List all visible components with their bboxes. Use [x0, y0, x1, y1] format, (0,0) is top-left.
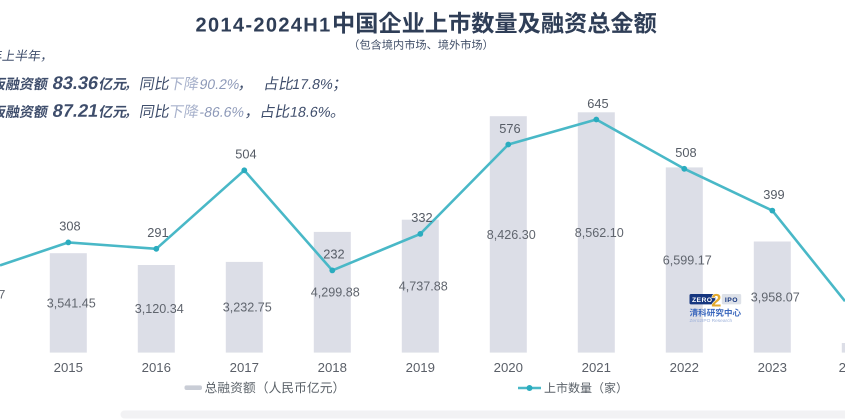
svg-text:2019: 2019 [406, 360, 435, 375]
svg-text:6,599.17: 6,599.17 [663, 253, 712, 267]
svg-text:8,562.10: 8,562.10 [575, 226, 624, 240]
svg-text:3,232.75: 3,232.75 [223, 301, 272, 315]
svg-text:2016: 2016 [142, 360, 171, 375]
svg-text:2023: 2023 [758, 360, 787, 375]
svg-text:2015: 2015 [54, 360, 83, 375]
svg-text:645: 645 [587, 96, 608, 111]
svg-text:2022: 2022 [670, 360, 699, 375]
svg-text:508: 508 [675, 145, 696, 160]
svg-text:2017: 2017 [230, 360, 259, 375]
svg-text:399: 399 [763, 187, 784, 202]
svg-text:2018: 2018 [318, 360, 347, 375]
svg-text:Zero2IPO Research: Zero2IPO Research [690, 318, 733, 324]
svg-text:2021: 2021 [582, 360, 611, 375]
svg-text:3,541.45: 3,541.45 [47, 296, 96, 310]
svg-text:2020: 2020 [494, 360, 523, 375]
svg-text:4,299.88: 4,299.88 [311, 286, 360, 300]
svg-text:332: 332 [411, 210, 432, 225]
svg-text:3,958.07: 3,958.07 [751, 291, 800, 305]
svg-text:504: 504 [235, 147, 256, 162]
svg-text:8,426.30: 8,426.30 [487, 228, 536, 242]
svg-text:7: 7 [0, 288, 6, 302]
svg-text:291: 291 [147, 225, 168, 240]
svg-text:ZERO: ZERO [692, 297, 712, 304]
svg-text:308: 308 [59, 219, 80, 234]
svg-text:232: 232 [323, 247, 344, 262]
svg-text:IPO: IPO [725, 297, 738, 304]
svg-text:4,737.88: 4,737.88 [399, 280, 448, 294]
svg-text:576: 576 [499, 121, 520, 136]
svg-text:3,120.34: 3,120.34 [135, 302, 184, 316]
svg-text:2024H1: 2024H1 [839, 360, 845, 375]
